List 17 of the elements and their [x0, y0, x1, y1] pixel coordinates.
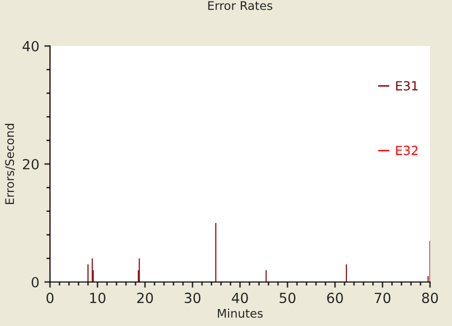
x-tick-label: 70: [374, 292, 390, 304]
legend-label: E31: [396, 81, 418, 91]
x-axis-title: Minutes: [218, 308, 263, 318]
y-tick-label: 20: [22, 158, 39, 170]
x-tick-label: 0: [46, 292, 54, 304]
x-tick-label: 20: [137, 292, 153, 304]
y-tick-label: 40: [22, 40, 39, 52]
y-tick-label: 0: [32, 276, 39, 288]
chart-title: Error Rates: [208, 1, 272, 10]
x-tick-label: 40: [232, 292, 248, 304]
x-tick-label: 80: [422, 292, 438, 304]
x-tick-label: 30: [184, 292, 200, 304]
x-tick-label: 10: [90, 292, 106, 304]
x-tick-label: 60: [327, 292, 343, 304]
x-tick-label: 50: [280, 292, 296, 304]
legend-label: E32: [396, 146, 418, 156]
y-axis-title: Errors/Second: [4, 124, 15, 204]
